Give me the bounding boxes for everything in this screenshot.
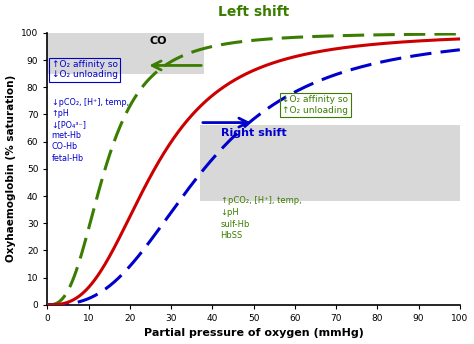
X-axis label: Partial pressure of oxygen (mmHg): Partial pressure of oxygen (mmHg) xyxy=(144,329,364,338)
Text: ↑O₂ affinity so
↓O₂ unloading: ↑O₂ affinity so ↓O₂ unloading xyxy=(52,60,118,79)
Text: ↑pCO₂, [H⁺], temp,
↓pH
sulf-Hb
HbSS: ↑pCO₂, [H⁺], temp, ↓pH sulf-Hb HbSS xyxy=(220,196,301,240)
Text: Left shift: Left shift xyxy=(218,5,289,19)
Bar xyxy=(47,33,204,74)
Text: CO: CO xyxy=(150,36,167,46)
Text: ↓pCO₂, [H⁺], temp,
↑pH
↓[PO₄³⁻]
met-Hb
CO-Hb
fetal-Hb: ↓pCO₂, [H⁺], temp, ↑pH ↓[PO₄³⁻] met-Hb C… xyxy=(52,98,128,163)
Bar xyxy=(200,125,460,202)
Y-axis label: Oxyhaemoglobin (% saturation): Oxyhaemoglobin (% saturation) xyxy=(6,75,16,262)
Text: Right shift: Right shift xyxy=(220,128,286,138)
Text: ↓O₂ affinity so
↑O₂ unloading: ↓O₂ affinity so ↑O₂ unloading xyxy=(283,95,348,115)
